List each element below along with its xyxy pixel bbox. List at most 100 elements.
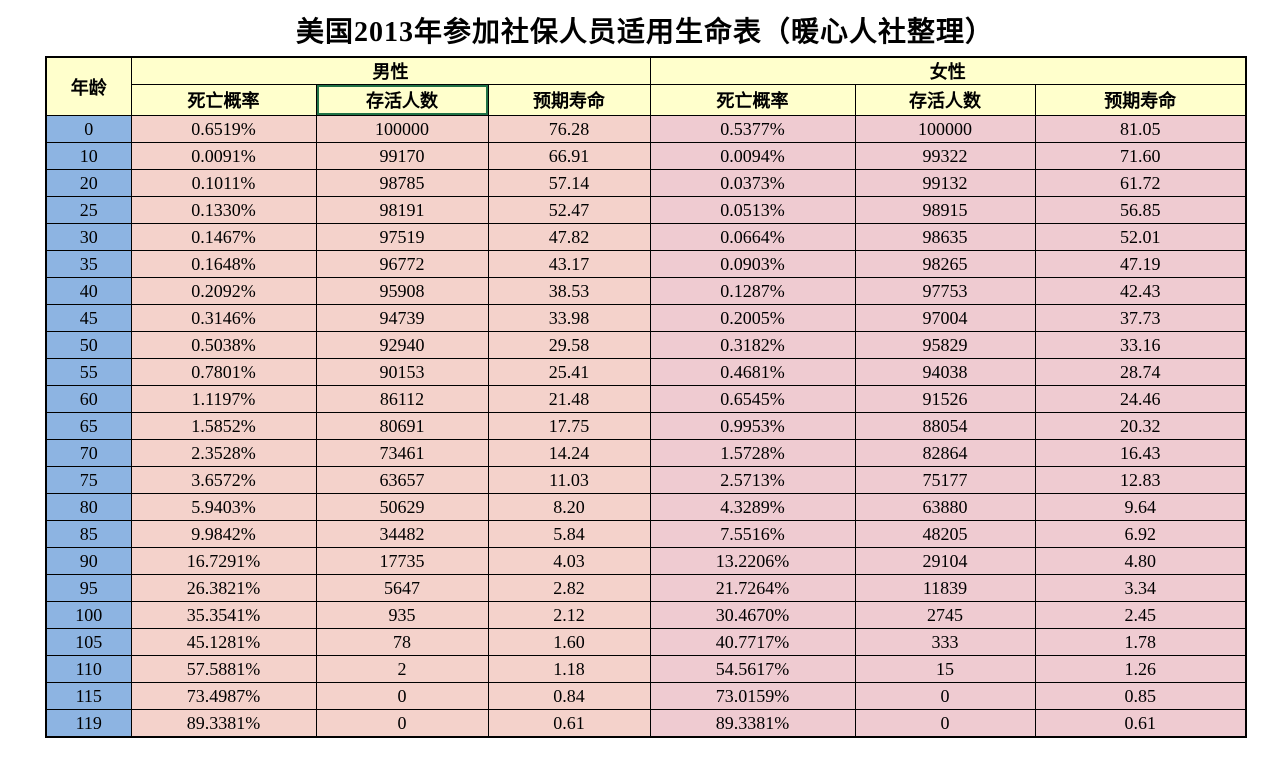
female-survivors-cell: 15: [854, 655, 1036, 683]
table-row: 75 3.6572% 63657 11.03 2.5713% 75177 12.83: [45, 466, 1247, 494]
group-header-row: 年龄 男性 女性: [45, 56, 1247, 116]
female-death-prob-header: 死亡概率: [649, 84, 856, 116]
table-row: 55 0.7801% 90153 25.41 0.4681% 94038 28.74: [45, 358, 1247, 386]
male-survivors-header-selected-cell[interactable]: 存活人数: [315, 84, 489, 116]
male-survivors-cell: 78: [315, 628, 489, 656]
table-header: 年龄 男性 女性 死亡概率 存活人数 预期寿命 死亡概率 存活人数 预期寿命: [45, 56, 1247, 116]
male-survivors-cell: 2: [315, 655, 489, 683]
male-death-prob-cell: 35.3541%: [130, 601, 317, 629]
female-survivors-cell: 95829: [854, 331, 1036, 359]
female-life-expectancy-cell: 0.85: [1034, 682, 1247, 710]
male-life-expectancy-header: 预期寿命: [487, 84, 651, 116]
female-death-prob-cell: 2.5713%: [649, 466, 856, 494]
male-death-prob-cell: 0.1330%: [130, 196, 317, 224]
age-cell: 0: [45, 115, 132, 143]
female-death-prob-cell: 0.0094%: [649, 142, 856, 170]
female-survivors-cell: 75177: [854, 466, 1036, 494]
table-row: 35 0.1648% 96772 43.17 0.0903% 98265 47.19: [45, 250, 1247, 278]
male-life-expectancy-cell: 14.24: [487, 439, 651, 467]
age-cell: 70: [45, 439, 132, 467]
female-life-expectancy-cell: 9.64: [1034, 493, 1247, 521]
female-death-prob-cell: 21.7264%: [649, 574, 856, 602]
male-survivors-cell: 50629: [315, 493, 489, 521]
sub-header-row: 死亡概率 存活人数 预期寿命 死亡概率 存活人数 预期寿命: [46, 84, 1247, 116]
female-death-prob-cell: 7.5516%: [649, 520, 856, 548]
age-cell: 75: [45, 466, 132, 494]
table-row: 60 1.1197% 86112 21.48 0.6545% 91526 24.46: [45, 385, 1247, 413]
female-survivors-cell: 98915: [854, 196, 1036, 224]
table-row: 25 0.1330% 98191 52.47 0.0513% 98915 56.85: [45, 196, 1247, 224]
female-survivors-cell: 98635: [854, 223, 1036, 251]
female-survivors-cell: 333: [854, 628, 1036, 656]
age-cell: 40: [45, 277, 132, 305]
male-life-expectancy-cell: 29.58: [487, 331, 651, 359]
male-survivors-cell: 73461: [315, 439, 489, 467]
male-life-expectancy-cell: 66.91: [487, 142, 651, 170]
age-cell: 25: [45, 196, 132, 224]
male-survivors-cell: 99170: [315, 142, 489, 170]
female-death-prob-cell: 73.0159%: [649, 682, 856, 710]
male-death-prob-cell: 0.1648%: [130, 250, 317, 278]
male-survivors-cell: 95908: [315, 277, 489, 305]
male-life-expectancy-cell: 76.28: [487, 115, 651, 143]
female-death-prob-cell: 89.3381%: [649, 709, 856, 738]
female-life-expectancy-cell: 33.16: [1034, 331, 1247, 359]
female-survivors-cell: 0: [854, 709, 1036, 738]
male-survivors-cell: 0: [315, 709, 489, 738]
male-death-prob-cell: 0.2092%: [130, 277, 317, 305]
age-cell: 55: [45, 358, 132, 386]
male-life-expectancy-cell: 0.61: [487, 709, 651, 738]
table-row: 95 26.3821% 5647 2.82 21.7264% 11839 3.34: [45, 574, 1247, 602]
age-cell: 100: [45, 601, 132, 629]
table-row: 100 35.3541% 935 2.12 30.4670% 2745 2.45: [45, 601, 1247, 629]
female-death-prob-cell: 0.6545%: [649, 385, 856, 413]
male-survivors-cell: 98785: [315, 169, 489, 197]
age-cell: 45: [45, 304, 132, 332]
male-life-expectancy-cell: 8.20: [487, 493, 651, 521]
female-survivors-cell: 100000: [854, 115, 1036, 143]
age-cell: 85: [45, 520, 132, 548]
table-row: 85 9.9842% 34482 5.84 7.5516% 48205 6.92: [45, 520, 1247, 548]
table-row: 65 1.5852% 80691 17.75 0.9953% 88054 20.32: [45, 412, 1247, 440]
female-death-prob-cell: 13.2206%: [649, 547, 856, 575]
age-cell: 10: [45, 142, 132, 170]
female-death-prob-cell: 40.7717%: [649, 628, 856, 656]
female-death-prob-cell: 0.0373%: [649, 169, 856, 197]
female-survivors-cell: 97753: [854, 277, 1036, 305]
table-row: 119 89.3381% 0 0.61 89.3381% 0 0.61: [45, 709, 1247, 738]
male-survivors-cell: 34482: [315, 520, 489, 548]
male-life-expectancy-cell: 2.12: [487, 601, 651, 629]
male-survivors-cell: 0: [315, 682, 489, 710]
female-survivors-cell: 48205: [854, 520, 1036, 548]
table-body: 0 0.6519% 100000 76.28 0.5377% 100000 81.05 10 0…: [45, 115, 1247, 738]
table-row: 0 0.6519% 100000 76.28 0.5377% 100000 81.05: [45, 115, 1247, 143]
male-life-expectancy-cell: 57.14: [487, 169, 651, 197]
female-life-expectancy-cell: 71.60: [1034, 142, 1247, 170]
male-death-prob-header: 死亡概率: [130, 84, 317, 116]
male-death-prob-cell: 0.3146%: [130, 304, 317, 332]
female-life-expectancy-cell: 37.73: [1034, 304, 1247, 332]
female-life-expectancy-cell: 28.74: [1034, 358, 1247, 386]
male-death-prob-cell: 0.1011%: [130, 169, 317, 197]
female-death-prob-cell: 0.0664%: [649, 223, 856, 251]
female-survivors-cell: 91526: [854, 385, 1036, 413]
female-life-expectancy-cell: 47.19: [1034, 250, 1247, 278]
age-cell: 105: [45, 628, 132, 656]
female-life-expectancy-cell: 12.83: [1034, 466, 1247, 494]
female-death-prob-cell: 0.0513%: [649, 196, 856, 224]
male-death-prob-cell: 16.7291%: [130, 547, 317, 575]
male-death-prob-cell: 1.1197%: [130, 385, 317, 413]
male-death-prob-cell: 73.4987%: [130, 682, 317, 710]
male-life-expectancy-cell: 38.53: [487, 277, 651, 305]
female-survivors-cell: 99132: [854, 169, 1036, 197]
female-survivors-cell: 0: [854, 682, 1036, 710]
female-life-expectancy-cell: 6.92: [1034, 520, 1247, 548]
male-death-prob-cell: 0.0091%: [130, 142, 317, 170]
male-life-expectancy-cell: 25.41: [487, 358, 651, 386]
male-life-expectancy-cell: 4.03: [487, 547, 651, 575]
age-cell: 110: [45, 655, 132, 683]
age-cell: 80: [45, 493, 132, 521]
male-survivors-cell: 80691: [315, 412, 489, 440]
age-column-header: 年龄: [45, 56, 132, 116]
